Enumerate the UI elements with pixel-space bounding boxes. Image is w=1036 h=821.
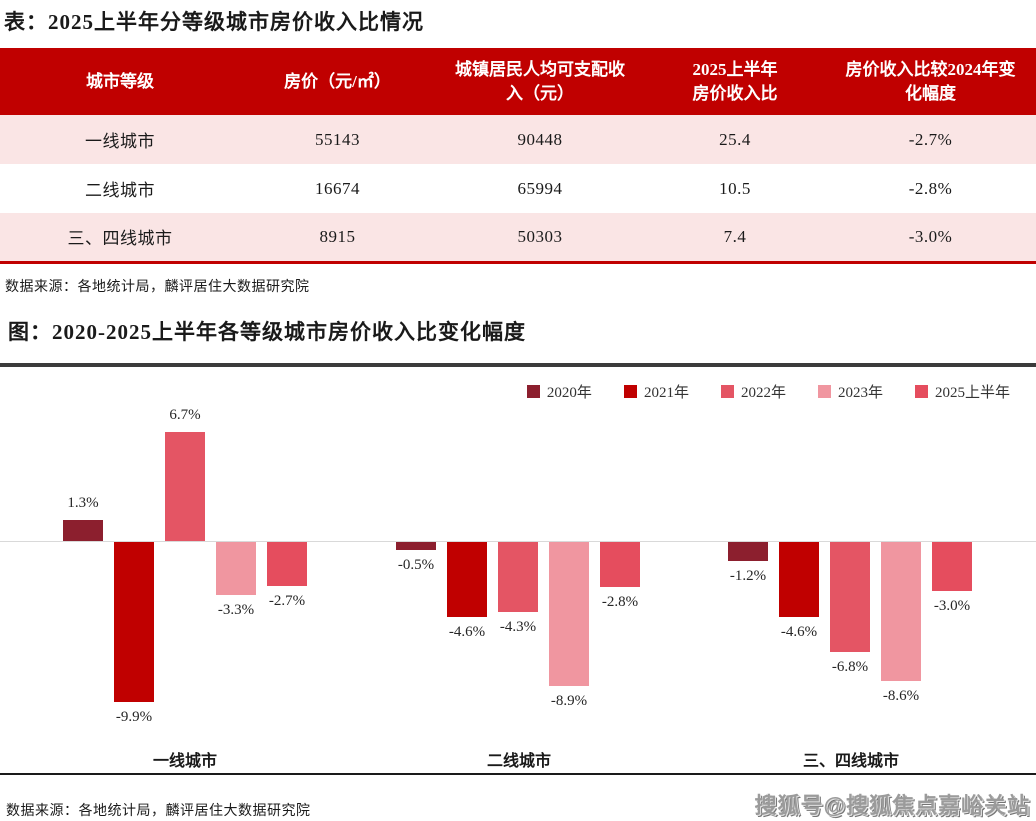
chart-legend: 2020年 2021年 2022年 2023年 2025上半年: [526, 381, 1010, 402]
category-label: 三、四线城市: [802, 753, 899, 770]
table-cell: 55143: [315, 129, 360, 149]
table-header-cell: 城镇居民人均可支配收入（元）: [455, 59, 625, 103]
chart-source: 数据来源：各地统计局，麟评居住大数据研究院: [6, 804, 311, 819]
table-source: 数据来源：各地统计局，麟评居住大数据研究院: [5, 280, 310, 295]
category-label: 二线城市: [486, 753, 551, 770]
chart-bar: [447, 542, 487, 617]
table-row: 一线城市 55143 90448 25.4 -2.7%: [0, 115, 1036, 164]
table-cell: 一线城市: [85, 132, 155, 151]
chart-bar: [114, 542, 154, 703]
table-cell: 二线城市: [85, 181, 155, 200]
legend-swatch-icon: [623, 385, 637, 398]
chart-bar: [549, 542, 589, 687]
table-cell: 25.4: [719, 129, 751, 149]
chart-bar: [216, 542, 256, 596]
bar-value-label: -9.9%: [115, 709, 153, 726]
table-cell: 50303: [517, 226, 563, 246]
chart-bar: [63, 519, 103, 541]
price-income-table: 城市等级 房价（元/㎡） 城镇居民人均可支配收入（元） 2025上半年房价收入比 房价收…: [0, 48, 1036, 264]
bar-value-label: 6.7%: [169, 407, 201, 424]
chart-zero-line: [0, 541, 1036, 542]
legend-swatch-icon: [914, 385, 928, 398]
legend-item: 2020年: [526, 381, 592, 402]
legend-item: 2025上半年: [914, 381, 1010, 402]
bottom-row: 数据来源：各地统计局，麟评居住大数据研究院 搜狐号@搜狐焦点嘉峪关站: [0, 788, 1036, 820]
table-cell: 7.4: [723, 226, 747, 246]
table-row: 三、四线城市 8915 50303 7.4 -3.0%: [0, 213, 1036, 262]
table-cell: 16674: [315, 178, 360, 198]
bar-value-label: -0.5%: [397, 557, 435, 574]
table-header-row: 城市等级 房价（元/㎡） 城镇居民人均可支配收入（元） 2025上半年房价收入比 房价收…: [0, 48, 1036, 115]
chart-top-divider: [0, 363, 1036, 367]
legend-item: 2021年: [623, 381, 689, 402]
table-cell: 8915: [319, 226, 356, 246]
table-cell: 三、四线城市: [67, 229, 173, 249]
legend-swatch-icon: [526, 385, 540, 398]
chart-bar: [830, 542, 870, 653]
chart-bar: [728, 542, 768, 562]
legend-label: 2020年: [546, 385, 592, 401]
table-title: 表：2025上半年分等级城市房价收入比情况: [4, 10, 424, 34]
bar-value-label: -2.8%: [601, 594, 639, 611]
table-header-cell: 房价收入比较2024年变化幅度: [845, 59, 1016, 103]
legend-label: 2023年: [837, 385, 883, 401]
legend-swatch-icon: [817, 385, 831, 398]
chart-canvas: 2020年 2021年 2022年 2023年 2025上半年 1.3% -0.5% -1.…: [0, 367, 1036, 775]
bar-value-label: -6.8%: [831, 659, 869, 676]
legend-label: 2025上半年: [934, 385, 1010, 401]
chart-bar: [396, 542, 436, 551]
table-cell: 10.5: [719, 178, 751, 198]
chart-bar: [600, 542, 640, 588]
table-header-cell: 城市等级: [86, 71, 154, 91]
chart-bar: [779, 542, 819, 617]
watermark: 搜狐号@搜狐焦点嘉峪关站: [754, 793, 1030, 818]
table-header-cell: 房价（元/㎡）: [284, 71, 391, 91]
bar-value-label: -8.9%: [550, 693, 588, 710]
bar-value-label: -3.3%: [217, 602, 255, 619]
legend-item: 2023年: [817, 381, 883, 402]
table-cell: 90448: [517, 129, 563, 149]
chart-bar: [498, 542, 538, 612]
chart-bar: [881, 542, 921, 682]
bar-value-label: -1.2%: [729, 568, 767, 585]
bar-value-label: -4.6%: [448, 623, 486, 640]
legend-swatch-icon: [720, 385, 734, 398]
bar-value-label: -4.6%: [780, 623, 818, 640]
table-row: 二线城市 16674 65994 10.5 -2.8%: [0, 164, 1036, 213]
chart-bar: [165, 432, 205, 541]
chart-bar: [932, 542, 972, 591]
table-cell: -2.8%: [908, 178, 953, 198]
bar-value-label: -4.3%: [499, 618, 537, 635]
category-label: 一线城市: [152, 753, 217, 770]
bar-value-label: -3.0%: [933, 597, 971, 614]
legend-item: 2022年: [720, 381, 786, 402]
table-cell: -3.0%: [908, 226, 953, 246]
table-head: 城市等级 房价（元/㎡） 城镇居民人均可支配收入（元） 2025上半年房价收入比 房价收…: [0, 48, 1036, 115]
legend-label: 2022年: [740, 385, 786, 401]
bar-value-label: -2.7%: [268, 592, 306, 609]
legend-label: 2021年: [643, 385, 689, 401]
bar-value-label: 1.3%: [67, 494, 99, 511]
chart-title: 图：2020-2025上半年各等级城市房价收入比变化幅度: [8, 320, 526, 344]
table-body: 一线城市 55143 90448 25.4 -2.7% 二线城市 16674 65994 10.…: [0, 115, 1036, 262]
table-cell: 65994: [517, 178, 563, 198]
chart-bar: [267, 542, 307, 586]
bar-value-label: -8.6%: [882, 688, 920, 705]
table-cell: -2.7%: [908, 129, 953, 149]
table-header-cell: 2025上半年房价收入比: [692, 59, 778, 103]
